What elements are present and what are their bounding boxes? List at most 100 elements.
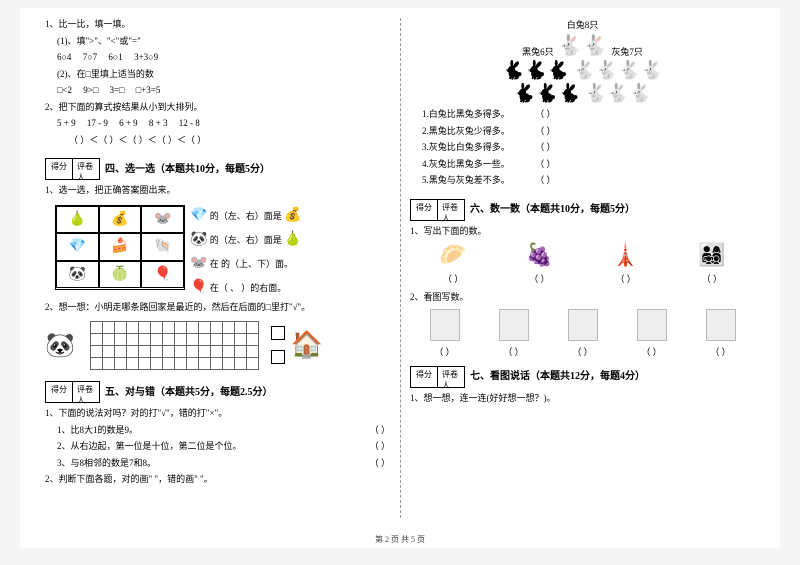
grid-cell: 🍰 — [99, 233, 142, 261]
paren-blank: （ ） — [370, 440, 390, 454]
expr: 8 + 3 — [149, 118, 168, 128]
rabbit-images: 🐇🐇🐇 🐇🐇🐇🐇 — [410, 60, 755, 81]
cake-icon: 🍰 — [111, 238, 128, 255]
sec4-q1-area: 🍐 💰 🐭 💎 🍰 🐚 🐼 🍈 🎈 💎 的（左、右）面是 💰 🐼 的（左、右）面… — [45, 201, 390, 301]
sec6-q2: 2、看图写数。 — [410, 291, 755, 305]
score-box: 得分 评卷人 — [410, 199, 464, 221]
worksheet-page: 1、比一比，填一填。 (1)、填">"、"<"或"=" 6○4 7○7 6○1 … — [20, 8, 780, 548]
grader-cell: 评卷人 — [437, 366, 465, 388]
rabbit-labels-top: 白兔8只 — [410, 18, 755, 31]
sec5-item: 3、与8相邻的数是7和8。（ ） — [45, 457, 390, 471]
gray-rabbits-icon: 🐇🐇🐇 — [585, 83, 652, 104]
abacus-icon — [499, 309, 529, 341]
sec4-q2: 2、想一想：小明走哪条路回家是最近的，然后在后面的□里打"√"。 — [45, 301, 390, 315]
sec6-q1-images: 🥟 🍇 🗼 👨‍👩‍👧‍👦 — [410, 242, 755, 268]
child-icon: 🐼 — [45, 331, 75, 360]
sec4-q1: 1、选一选，把正确答案圈出来。 — [45, 184, 390, 198]
expr: 17 - 9 — [87, 118, 108, 128]
sec6-q1: 1、写出下面的数。 — [410, 225, 755, 239]
sec5-item: 1、比8大1的数是9。（ ） — [45, 424, 390, 438]
expr: 5 + 9 — [57, 118, 76, 128]
score-cell: 得分 — [410, 366, 438, 388]
mouse-icon: 🐭 — [154, 211, 171, 228]
rabbit-q: 4.灰兔比黑兔多一些。（ ） — [410, 158, 755, 172]
grid-cell: 🍈 — [99, 261, 142, 289]
left-column: 1、比一比，填一填。 (1)、填">"、"<"或"=" 6○4 7○7 6○1 … — [45, 18, 390, 523]
shell-icon: 🐚 — [154, 238, 171, 255]
column-divider — [400, 18, 401, 518]
abacus-icon — [568, 309, 598, 341]
score-box: 得分 评卷人 — [45, 158, 99, 180]
page-footer: 第 2 页 共 5 页 — [20, 534, 780, 545]
black-rabbits-icon: 🐇🐇🐇 — [513, 83, 580, 104]
rabbit-labels: 黑兔6只 🐇🐇 灰兔7只 — [410, 33, 755, 58]
grid-cell: 💰 — [99, 206, 142, 234]
bag-icon: 💰 — [111, 211, 128, 228]
sec4-line2: 🐼 的（左、右）面是 🍐 — [190, 229, 390, 250]
section4-title: 四、选一选（本题共10分，每题5分） — [105, 160, 270, 175]
paren-blank: （ ） — [572, 345, 592, 358]
checkbox[interactable] — [271, 326, 285, 340]
checkbox[interactable] — [271, 350, 285, 364]
rabbit-q: 5.黑兔与灰兔差不多。（ ） — [410, 174, 755, 188]
grid-cell: 💎 — [56, 233, 99, 261]
grid-cell: 🐭 — [141, 206, 184, 234]
paren-blank: （ ） — [434, 345, 454, 358]
grid-cell: 🐚 — [141, 233, 184, 261]
sec4-line1: 💎 的（左、右）面是 💰 — [190, 205, 390, 226]
balloon-icon: 🎈 — [154, 266, 171, 283]
section4-header: 得分 评卷人 四、选一选（本题共10分，每题5分） — [45, 150, 390, 184]
rabbit-q: 2.黑兔比灰兔少得多。（ ） — [410, 125, 755, 139]
grid-cell: 🎈 — [141, 261, 184, 289]
sec6-q2-images — [410, 309, 755, 341]
sec5-item: 2、从右边起，第一位是十位，第二位是个位。（ ） — [45, 440, 390, 454]
gray-rabbit-label: 灰兔7只 — [611, 45, 643, 58]
expr: 9>□ — [83, 85, 98, 95]
score-box: 得分 评卷人 — [410, 366, 464, 388]
paren-blank: （ ） — [540, 109, 556, 119]
abacus-icon — [706, 309, 736, 341]
black-rabbit-label: 黑兔6只 — [522, 45, 554, 58]
grid-cell: 🍐 — [56, 206, 99, 234]
expr: 3+3○9 — [134, 52, 158, 62]
expr: 7○7 — [83, 52, 97, 62]
mouse-icon: 🐭 — [190, 256, 207, 271]
rabbit-questions: 1.白兔比黑兔多得多。（ ） 2.黑兔比灰兔少得多。（ ） 3.灰兔比白兔多得多… — [410, 108, 755, 188]
section6-header: 得分 评卷人 六、数一数（本题共10分，每题5分） — [410, 191, 755, 225]
gem-icon: 💎 — [190, 208, 207, 223]
paren-blank: （ ） — [702, 272, 722, 285]
score-cell: 得分 — [45, 158, 73, 180]
score-box: 得分 评卷人 — [45, 381, 99, 403]
house-icon: 🏠 — [291, 330, 323, 360]
expr: □<2 — [57, 85, 72, 95]
q1-title: 1、比一比，填一填。 — [45, 18, 390, 32]
q1-sub1: (1)、填">"、"<"或"=" — [45, 35, 390, 49]
paren-blank: （ ） — [370, 424, 390, 438]
grader-cell: 评卷人 — [72, 158, 100, 180]
section6-title: 六、数一数（本题共10分，每题5分） — [470, 200, 635, 215]
tower-icon: 🗼 — [612, 242, 639, 268]
expr: 6○4 — [57, 52, 71, 62]
q2-exprs: 5 + 9 17 - 9 6 + 9 8 + 3 12 - 8 — [45, 117, 390, 131]
q2-title: 2、把下面的算式按结果从小到大排列。 — [45, 101, 390, 115]
section5-title: 五、对与错（本题共5分，每题2.5分） — [105, 383, 273, 398]
paren-blank: （ ） — [503, 345, 523, 358]
expr: 6○1 — [108, 52, 122, 62]
q1-row1: 6○4 7○7 6○1 3+3○9 — [45, 51, 390, 65]
paren-blank: （ ） — [641, 345, 661, 358]
sec7-q1: 1、想一想，连一连(好好想一想？)。 — [410, 392, 755, 406]
abacus-icon — [430, 309, 460, 341]
paren-blank: （ ） — [710, 345, 730, 358]
gem-icon: 💎 — [69, 238, 86, 255]
path-checks — [265, 326, 285, 364]
white-rabbit-label: 白兔8只 — [567, 18, 599, 31]
expr: 3=□ — [110, 85, 125, 95]
paren-blank: （ ） — [540, 159, 556, 169]
paren-blank: （ ） — [443, 272, 463, 285]
score-cell: 得分 — [410, 199, 438, 221]
rabbit-icon: 🐇🐇 — [558, 33, 608, 58]
sec4-line4: 🎈 在（ 、 ）的右面。 — [190, 277, 390, 298]
expr: □+3=5 — [136, 85, 161, 95]
expr: 12 - 8 — [179, 118, 200, 128]
balloon-icon: 🎈 — [190, 280, 207, 295]
